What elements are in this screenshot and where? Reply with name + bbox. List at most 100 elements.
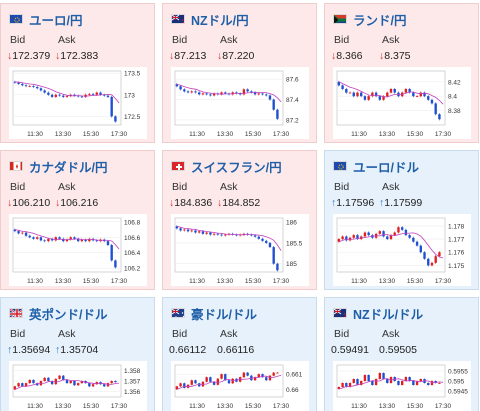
- rate-card[interactable]: ユーロ/円 Bid Ask ↓172.379 ↓172.383 173.5 173 172.5…: [0, 3, 155, 143]
- y-tick-label: 106.8: [124, 219, 141, 226]
- mini-chart[interactable]: 1.178 1.177 1.176 1.175 11:30 13:30 15:30 17:30: [333, 214, 471, 286]
- bid-label: Bid: [172, 181, 188, 193]
- pair-title-link[interactable]: ユーロ/円: [29, 13, 83, 28]
- y-tick-label: 1.357: [124, 379, 141, 386]
- mini-chart[interactable]: 186 185.5 185 11:30 13:30 15:30 17:30: [171, 214, 309, 286]
- rate-card[interactable]: NZドル/円 Bid Ask ↓87.213 ↓87.220 87.6 87.4 87.2 11…: [162, 3, 317, 143]
- candle-body: [341, 383, 344, 387]
- bid-value-text: 1.17596: [336, 197, 375, 209]
- candle-body: [419, 245, 422, 253]
- mini-chart[interactable]: 0.661 0.66 11:30 13:30 15:30 17:30: [171, 361, 309, 411]
- arrow-up-icon: ↑: [55, 344, 61, 356]
- candle-body: [88, 93, 91, 95]
- candle-body: [408, 377, 411, 381]
- card-header: NZドル/ドル: [333, 305, 424, 322]
- rate-card[interactable]: スイスフラン/円 Bid Ask ↓184.836 ↓184.852 186 185.5 18…: [162, 150, 317, 290]
- candle-body: [110, 381, 113, 384]
- candle-body: [378, 96, 382, 100]
- mini-chart[interactable]: 0.5955 0.595 0.5945 11:30 13:30 15:30 17:30: [333, 361, 471, 411]
- candle-body: [32, 237, 35, 239]
- candle-body: [114, 116, 117, 122]
- candle-body: [95, 240, 98, 242]
- rate-card[interactable]: ユーロ/ドル Bid Ask ↑1.17596 ↑1.17599 1.178 1.177 1.…: [324, 150, 479, 290]
- candle-body: [65, 379, 69, 384]
- ask-value: ↑1.35704: [55, 344, 98, 356]
- candle-body: [43, 90, 46, 93]
- rate-card[interactable]: ランド/円 Bid Ask ↓8.366 ↓8.375 8.42 8.4 8.38 11:30 1…: [324, 3, 479, 143]
- y-tick-label: 173: [124, 92, 135, 99]
- candle-body: [374, 92, 378, 97]
- chart-svg: 106.8 106.6 106.4 106.2 11:30 13:30 15:30 17:30: [12, 217, 141, 285]
- x-tick-label: 17:30: [273, 278, 290, 285]
- candle-body: [21, 232, 24, 234]
- bid-label: Bid: [172, 34, 188, 46]
- x-tick-label: 15:30: [83, 131, 100, 138]
- x-tick-label: 17:30: [273, 403, 290, 410]
- rate-card[interactable]: 英ポンド/ドル Bid Ask ↑1.35694 ↑1.35704 1.358 1.357 1…: [0, 297, 155, 411]
- x-tick-label: 15:30: [245, 403, 262, 410]
- moving-average-line: [176, 83, 282, 103]
- candle-body: [50, 238, 54, 241]
- plot-frame: [336, 217, 446, 273]
- candle-body: [246, 89, 249, 92]
- mini-chart[interactable]: 173.5 173 172.5 11:30 13:30 15:30 17:30: [9, 67, 147, 139]
- pair-title-link[interactable]: 豪ドル/ドル: [191, 307, 257, 322]
- candle-body: [268, 242, 272, 248]
- candle-body: [427, 383, 430, 385]
- ask-label: Ask: [58, 34, 76, 46]
- moving-average-line: [176, 225, 282, 251]
- candle-body: [412, 92, 415, 97]
- candle-body: [253, 92, 257, 95]
- candle-body: [393, 89, 396, 93]
- ask-value: ↓184.852: [217, 197, 260, 209]
- candle-body: [28, 235, 31, 238]
- candle-body: [404, 377, 408, 381]
- rate-card[interactable]: 豪ドル/ドル Bid Ask 0.66112 0.66116 0.661 0.66 11:30…: [162, 297, 317, 411]
- candle-body: [374, 379, 378, 385]
- candle-body: [265, 240, 268, 243]
- candle-body: [220, 92, 223, 95]
- candle-body: [58, 375, 61, 379]
- candle-body: [415, 381, 419, 385]
- pair-title-link[interactable]: カナダドル/円: [29, 160, 108, 175]
- rate-card[interactable]: NZドル/ドル Bid Ask 0.59491 0.59505 0.5955 0.595 0.…: [324, 297, 479, 411]
- mini-chart[interactable]: 87.6 87.4 87.2 11:30 13:30 15:30 17:30: [171, 67, 309, 139]
- candle-body: [360, 381, 363, 385]
- pair-title-link[interactable]: 英ポンド/ドル: [29, 307, 108, 322]
- pair-title-link[interactable]: スイスフラン/円: [191, 160, 282, 175]
- candle-body: [212, 233, 216, 235]
- pair-title-link[interactable]: NZドル/円: [191, 13, 249, 28]
- bid-label: Bid: [10, 34, 26, 46]
- candle-body: [39, 237, 43, 241]
- candle-body: [224, 92, 227, 94]
- pair-title-link[interactable]: ユーロ/ドル: [353, 160, 419, 175]
- candle-body: [212, 381, 216, 385]
- mini-chart[interactable]: 106.8 106.6 106.4 106.2 11:30 13:30 15:30 17:30: [9, 214, 147, 286]
- y-tick-label: 0.5955: [448, 369, 468, 376]
- candle-body: [80, 96, 84, 98]
- pair-title-link[interactable]: NZドル/ドル: [353, 307, 424, 322]
- mini-chart[interactable]: 8.42 8.4 8.38 11:30 13:30 15:30 17:30: [333, 67, 471, 139]
- rate-card[interactable]: カナダドル/円 Bid Ask ↓106.210 ↓106.216 106.8 106.6 1…: [0, 150, 155, 290]
- arrow-down-icon: ↓: [217, 50, 223, 62]
- mini-chart[interactable]: 1.358 1.357 1.356 11:30 13:30 15:30 17:30: [9, 361, 147, 411]
- candle-body: [99, 92, 102, 95]
- y-tick-label: 0.661: [286, 372, 303, 379]
- candle-body: [209, 94, 212, 96]
- candle-body: [272, 99, 275, 110]
- pair-title-link[interactable]: ランド/円: [353, 13, 407, 28]
- candle-body: [427, 258, 430, 266]
- nz-flag-icon: [333, 308, 347, 318]
- candle-body: [76, 383, 80, 386]
- candle-body: [175, 84, 179, 87]
- candle-body: [400, 381, 404, 385]
- candle-body: [36, 383, 39, 386]
- y-tick-label: 106.2: [124, 266, 141, 273]
- plot-frame: [174, 70, 284, 126]
- arrow-down-icon: ↓: [7, 50, 13, 62]
- arrow-up-icon: ↑: [7, 344, 13, 356]
- candle-body: [80, 381, 84, 384]
- candle-body: [412, 381, 415, 385]
- card-header: ユーロ/ドル: [333, 158, 419, 175]
- candle-body: [389, 89, 393, 93]
